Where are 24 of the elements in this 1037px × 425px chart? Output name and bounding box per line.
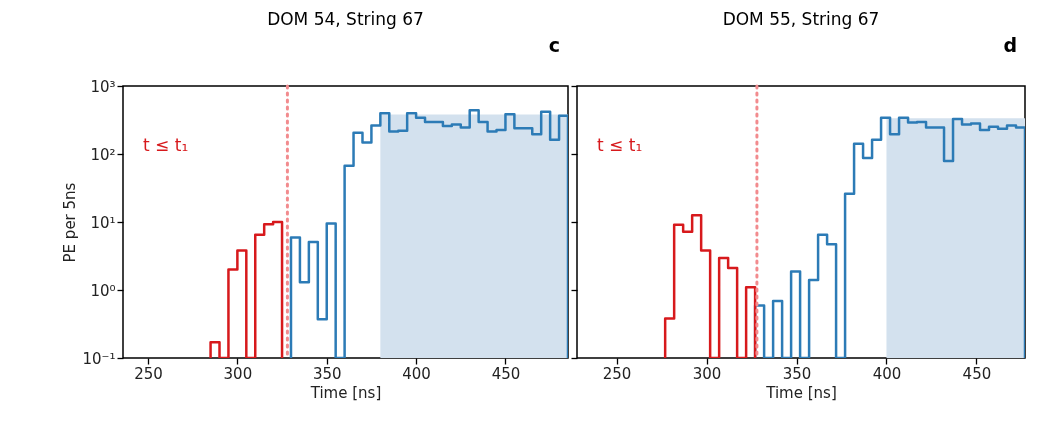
y-tick-label: 10⁰	[90, 281, 116, 300]
x-tick-label: 400	[872, 364, 902, 383]
x-tick-label: 350	[782, 364, 812, 383]
x-tick-label: 300	[223, 364, 253, 383]
x-tick-label: 450	[962, 364, 992, 383]
y-tick-label: 10¹	[90, 213, 116, 232]
y-tick-label: 10²	[90, 145, 116, 164]
x-tick-label: 250	[602, 364, 632, 383]
annotation: t ≤ t₁	[143, 135, 189, 155]
text: c	[548, 34, 560, 56]
text: d	[1003, 34, 1017, 56]
x-tick-label: 450	[491, 364, 521, 383]
x-tick-label: 300	[692, 364, 722, 383]
y-tick-label: 10⁻¹	[82, 349, 116, 368]
x-axis-title: Time [ns]	[309, 383, 382, 402]
x-tick-label: 350	[312, 364, 342, 383]
y-tick-label: 10³	[90, 77, 116, 96]
chart-title: DOM 54, String 67	[267, 9, 424, 29]
x-tick-label: 250	[134, 364, 163, 383]
chart-title: DOM 55, String 67	[722, 9, 880, 29]
x-tick-label: 400	[402, 364, 431, 383]
annotation: t ≤ t₁	[597, 135, 643, 155]
y-axis-title: PE per 5ns	[61, 182, 80, 263]
x-axis-title: Time [ns]	[765, 383, 837, 402]
